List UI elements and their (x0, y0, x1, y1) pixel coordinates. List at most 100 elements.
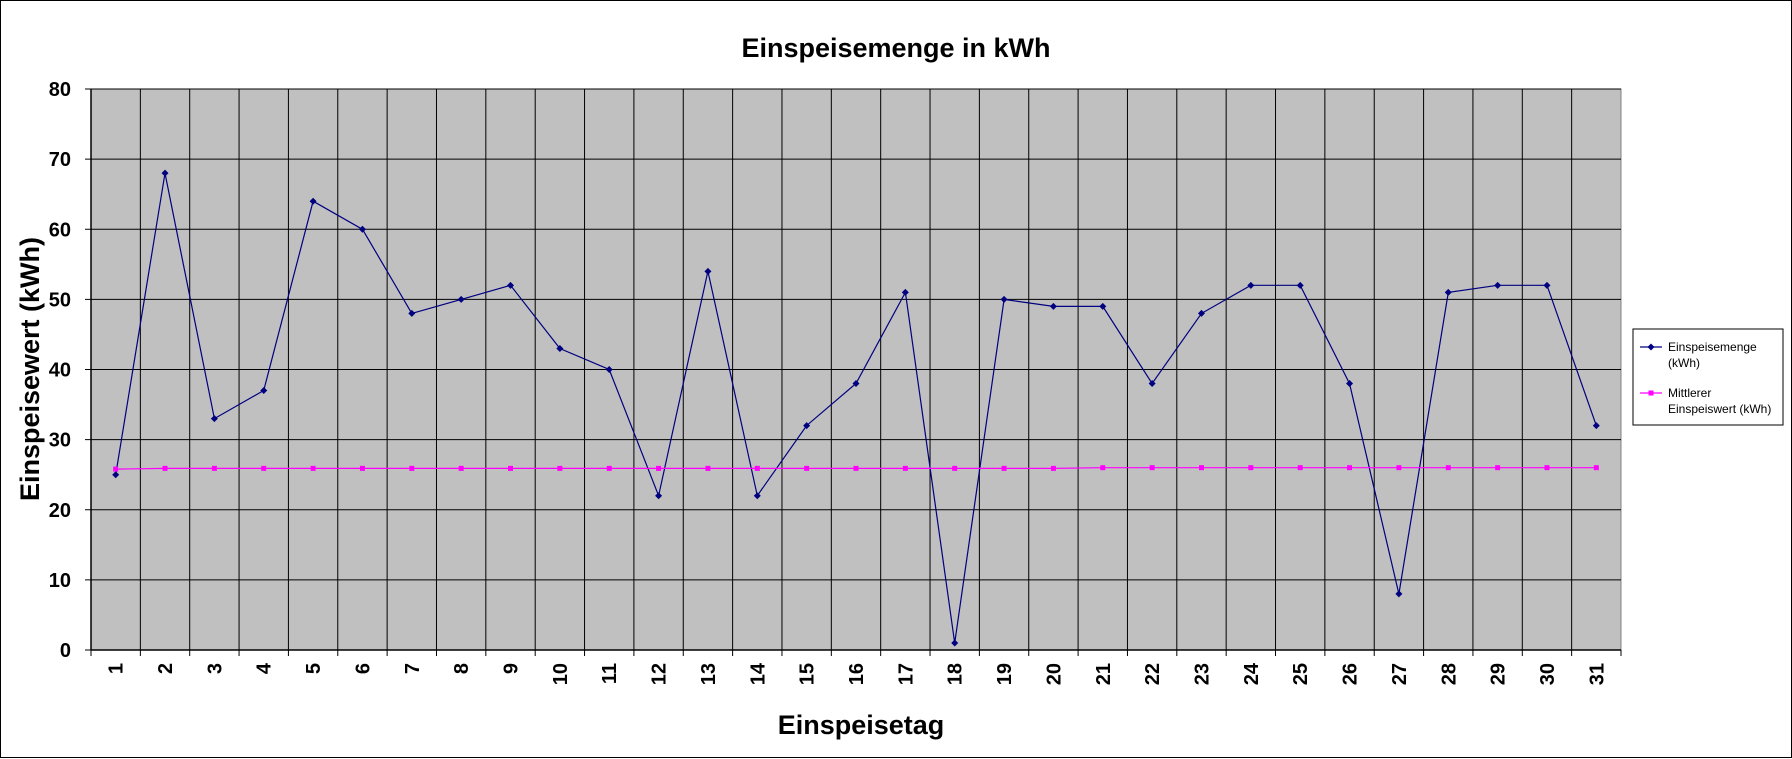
data-point (951, 639, 959, 647)
data-point (556, 344, 564, 352)
data-point (1593, 465, 1599, 471)
legend-label: (kWh) (1668, 356, 1700, 370)
x-tick-label: 18 (945, 663, 967, 685)
x-tick-label: 31 (1586, 663, 1608, 685)
data-point (260, 387, 268, 395)
data-point (1444, 288, 1452, 296)
y-tick-label: 30 (49, 430, 71, 452)
x-tick-label: 5 (303, 663, 325, 674)
data-point (1297, 465, 1303, 471)
x-tick-label: 8 (451, 663, 473, 674)
data-point (211, 465, 217, 471)
y-tick-label: 80 (49, 79, 71, 101)
data-point (853, 465, 859, 471)
data-point (261, 465, 267, 471)
data-point (803, 422, 811, 430)
y-tick-label: 10 (49, 570, 71, 592)
y-tick-label: 60 (49, 219, 71, 241)
data-point (161, 169, 169, 177)
x-tick-label: 25 (1290, 663, 1312, 685)
x-tick-label: 26 (1340, 663, 1362, 685)
data-point (1148, 380, 1156, 388)
x-tick-label: 23 (1191, 663, 1213, 685)
legend: Einspeisemenge (kWh) Mittlerer Einspeiswert… (1632, 328, 1784, 426)
x-tick-label: 10 (550, 663, 572, 685)
data-point (655, 492, 663, 500)
data-point (1543, 281, 1551, 289)
data-point (705, 465, 711, 471)
x-tick-label: 15 (797, 663, 819, 685)
x-tick-label: 28 (1438, 663, 1460, 685)
data-point (1000, 295, 1008, 303)
data-point (507, 281, 515, 289)
x-tick-label: 16 (846, 663, 868, 685)
x-tick-label: 19 (994, 663, 1016, 685)
x-tick-label: 17 (895, 663, 917, 685)
y-tick-label: 50 (49, 289, 71, 311)
x-tick-label: 11 (599, 663, 621, 684)
y-axis-ticks: 0 10 20 30 40 50 60 70 80 (49, 79, 91, 662)
data-point (901, 288, 909, 296)
x-tick-label: 22 (1142, 663, 1164, 685)
data-point (1099, 302, 1107, 310)
data-point (656, 465, 662, 471)
data-point (508, 465, 514, 471)
legend-label: Einspeiswert (kWh) (1668, 402, 1771, 416)
data-point (358, 225, 366, 233)
y-axis-title: Einspeisewert (kWh) (15, 237, 45, 501)
x-tick-label: 1 (106, 663, 128, 674)
data-point (408, 309, 416, 317)
data-point (754, 465, 760, 471)
data-point (557, 465, 563, 471)
data-point (210, 415, 218, 423)
data-point (458, 465, 464, 471)
series-2 (113, 465, 1599, 472)
x-tick-label: 4 (254, 662, 276, 674)
data-point (1395, 590, 1403, 598)
data-point (1149, 465, 1155, 471)
x-tick-label: 21 (1093, 663, 1115, 685)
x-tick-label: 13 (698, 663, 720, 685)
x-tick-label: 9 (501, 663, 523, 674)
data-point (704, 267, 712, 275)
data-point (113, 466, 119, 472)
y-tick-label: 70 (49, 149, 71, 171)
data-point (457, 295, 465, 303)
data-point (1100, 465, 1106, 471)
data-point (310, 465, 316, 471)
data-point (902, 465, 908, 471)
x-axis-ticks: 1 2 3 4 5 6 7 8 9 10 11 12 13 14 15 16 17 18 19 20 21 22 23 24 2… (90, 650, 1622, 685)
data-point (753, 492, 761, 500)
x-tick-label: 3 (204, 663, 226, 674)
x-tick-label: 20 (1043, 663, 1065, 685)
legend-label: Einspeisemenge (1668, 340, 1757, 354)
data-point (1001, 465, 1007, 471)
x-axis-title: Einspeisetag (778, 710, 945, 740)
legend-marker (1647, 343, 1655, 351)
data-point (1050, 465, 1056, 471)
data-point (1296, 281, 1304, 289)
y-tick-label: 40 (49, 360, 71, 382)
data-point (409, 465, 415, 471)
x-tick-label: 14 (747, 662, 769, 685)
gridlines (91, 88, 1621, 650)
data-point (1198, 465, 1204, 471)
data-point (1495, 465, 1501, 471)
legend-marker (1648, 390, 1654, 396)
data-point (162, 465, 168, 471)
data-point (852, 380, 860, 388)
data-point (1396, 465, 1402, 471)
x-tick-label: 29 (1488, 663, 1510, 685)
series-layer (112, 169, 1600, 647)
series-1 (112, 169, 1600, 647)
legend-box (1632, 328, 1784, 426)
x-tick-label: 27 (1389, 663, 1411, 685)
data-point (1347, 465, 1353, 471)
data-point (1592, 422, 1600, 430)
data-point (1247, 281, 1255, 289)
x-tick-label: 2 (155, 663, 177, 674)
data-point (605, 366, 613, 373)
x-tick-label: 24 (1241, 662, 1263, 685)
